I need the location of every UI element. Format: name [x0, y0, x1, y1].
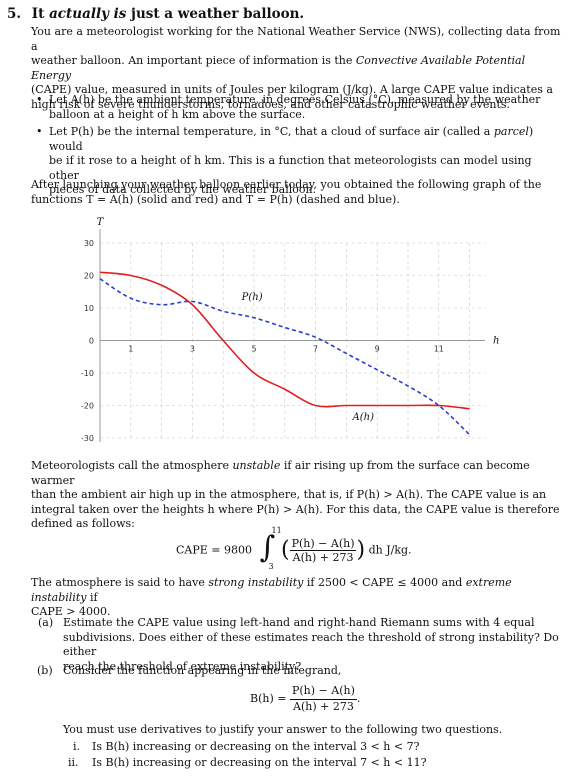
bullet-parcel: Let P(h) be the internal temperature, in…	[36, 125, 561, 198]
part-b-line-2: You must use derivatives to justify your…	[63, 723, 503, 736]
part-b-i: Is B(h) increasing or decreasing on the …	[92, 740, 420, 753]
intro-line-2a: weather balloon. An important piece of i…	[31, 54, 356, 68]
a-curve-label: A(h)	[352, 412, 375, 423]
part-a-line-1: Estimate the CAPE value using left-hand …	[63, 616, 535, 629]
threshold-paragraph: The atmosphere is said to have strong in…	[31, 576, 561, 620]
part-b-ii-label: ii.	[68, 756, 79, 769]
chart-series	[99, 271, 471, 436]
part-a: Estimate the CAPE value using left-hand …	[63, 616, 563, 674]
para3-line-1a: The atmosphere is said to have	[31, 576, 209, 589]
para3-line-1e: if	[86, 590, 98, 604]
chart-labels: Th P(h) A(h)	[97, 217, 500, 423]
para3-line-1: The atmosphere is said to have strong in…	[31, 576, 561, 605]
b-fraction: P(h) − A(h) A(h) + 273	[289, 684, 357, 714]
para2-line-1: Meteorologists call the atmosphere unsta…	[31, 459, 561, 488]
part-a-label: (a)	[38, 616, 54, 629]
b-denominator: A(h) + 273	[293, 699, 354, 713]
intro-line-1: You are a meteorologist working for the …	[31, 25, 561, 53]
title-italic: actually is	[49, 6, 127, 22]
equation-tail: dh J/kg.	[368, 543, 412, 557]
p-curve-label: P(h)	[241, 292, 263, 303]
bullet-2-line-2: be if it rose to a height of h km. This …	[49, 154, 532, 182]
y-tick-label: -20	[81, 402, 94, 411]
para3-line-2: CAPE > 4000.	[31, 605, 111, 619]
para3-line-1c: if 2500 < CAPE ≤ 4000 and	[303, 576, 466, 589]
graph-intro: After launching your weather balloon ear…	[31, 178, 561, 207]
graph-intro-line-2: functions T = A(h) (solid and red) and T…	[31, 192, 400, 206]
problem-number: 5.	[7, 6, 22, 22]
para2-line-1a: Meteorologists call the atmosphere	[31, 459, 233, 472]
b-period: .	[356, 692, 361, 706]
parcel-term: parcel	[493, 125, 529, 138]
y-tick-label: -10	[81, 369, 94, 378]
x-tick-label: 9	[375, 345, 380, 354]
integral-lower: 3	[268, 562, 274, 571]
integrand-numerator: P(h) − A(h)	[289, 536, 357, 551]
part-b-i-label: i.	[73, 740, 81, 753]
x-tick-label: 5	[251, 345, 256, 354]
x-tick-label: 3	[190, 345, 195, 354]
chart-ticks: 30 20 10 0 -10 -20 -30 1 3 5 7 9 11	[81, 239, 444, 443]
temperature-chart: 30 20 10 0 -10 -20 -30 1 3 5 7 9 11 Th P(h) A(h)	[81, 217, 500, 443]
part-a-line-2: subdivisions. Does either of these estim…	[63, 630, 559, 659]
intro-line-2: weather balloon. An important piece of i…	[31, 54, 561, 83]
bullet-2-line-1: Let P(h) be the internal temperature, in…	[49, 125, 561, 154]
unstable-term: unstable	[232, 459, 281, 472]
integrand-denominator: A(h) + 273	[292, 550, 354, 564]
series-line-ph	[99, 278, 471, 436]
para2-line-2: than the ambient air high up in the atmo…	[31, 488, 547, 502]
bullet-2-line-1c: ) would	[49, 125, 534, 153]
part-a-line-3: reach the threshold of extreme instabili…	[63, 659, 302, 673]
y-tick-label: -30	[81, 434, 94, 443]
para2-line-4: defined as follows:	[31, 517, 135, 531]
para2-line-3: integral taken over the heights h where …	[31, 502, 560, 516]
x-tick-label: 11	[434, 345, 444, 354]
title-post: just a weather balloon.	[126, 6, 305, 22]
b-lhs: B(h) =	[250, 691, 287, 705]
para2-line-1c: if air rising up from the surface can be…	[31, 459, 530, 487]
bullet-1-line-2: balloon at a height of h km above the su…	[49, 107, 306, 121]
bullet-2-line-3: pieces of data collected by the weather …	[49, 183, 317, 197]
problem-title: 5. It actually is just a weather balloon…	[7, 6, 304, 22]
graph-intro-line-1: After launching your weather balloon ear…	[31, 178, 542, 191]
y-axis-label: T	[97, 217, 105, 228]
bullet-1-line-1: Let A(h) be the ambient temperature, in …	[49, 93, 541, 106]
equation-lhs: CAPE = 9800	[176, 543, 252, 557]
x-tick-label: 1	[128, 345, 133, 354]
x-axis-label: h	[493, 336, 499, 347]
series-line-ah	[99, 271, 470, 410]
part-b-ii: Is B(h) increasing or decreasing on the …	[92, 756, 427, 769]
part-b-line-1: Consider the function appearing in the i…	[63, 664, 342, 677]
cape-term: Convective Available Potential Energy	[31, 54, 526, 82]
cape-equation: CAPE = 9800 ∫ 11 3 (P(h) − A(h) A(h) + 27…	[176, 526, 412, 571]
y-tick-label: 10	[84, 304, 94, 313]
chart-axes	[99, 229, 485, 442]
x-tick-label: 7	[313, 345, 318, 354]
b-function-def: B(h) = P(h) − A(h) A(h) + 273.	[250, 684, 360, 714]
part-b-label: (b)	[37, 664, 53, 677]
b-numerator: P(h) − A(h)	[289, 684, 357, 700]
integrand-fraction: P(h) − A(h) A(h) + 273	[289, 536, 357, 564]
integral-upper: 11	[271, 526, 282, 535]
integral-sign: ∫ 11 3	[259, 526, 282, 571]
y-tick-label: 20	[84, 272, 94, 281]
y-tick-label: 0	[89, 337, 94, 346]
strong-term: strong instability	[208, 576, 304, 589]
instability-paragraph: Meteorologists call the atmosphere unsta…	[31, 459, 561, 532]
title-pre: It	[31, 6, 50, 22]
bullet-ambient: Let A(h) be the ambient temperature, in …	[36, 93, 561, 122]
bullet-2-line-1a: Let P(h) be the internal temperature, in…	[49, 125, 494, 138]
extreme-term: extreme instability	[31, 576, 512, 604]
y-tick-label: 30	[84, 239, 94, 248]
